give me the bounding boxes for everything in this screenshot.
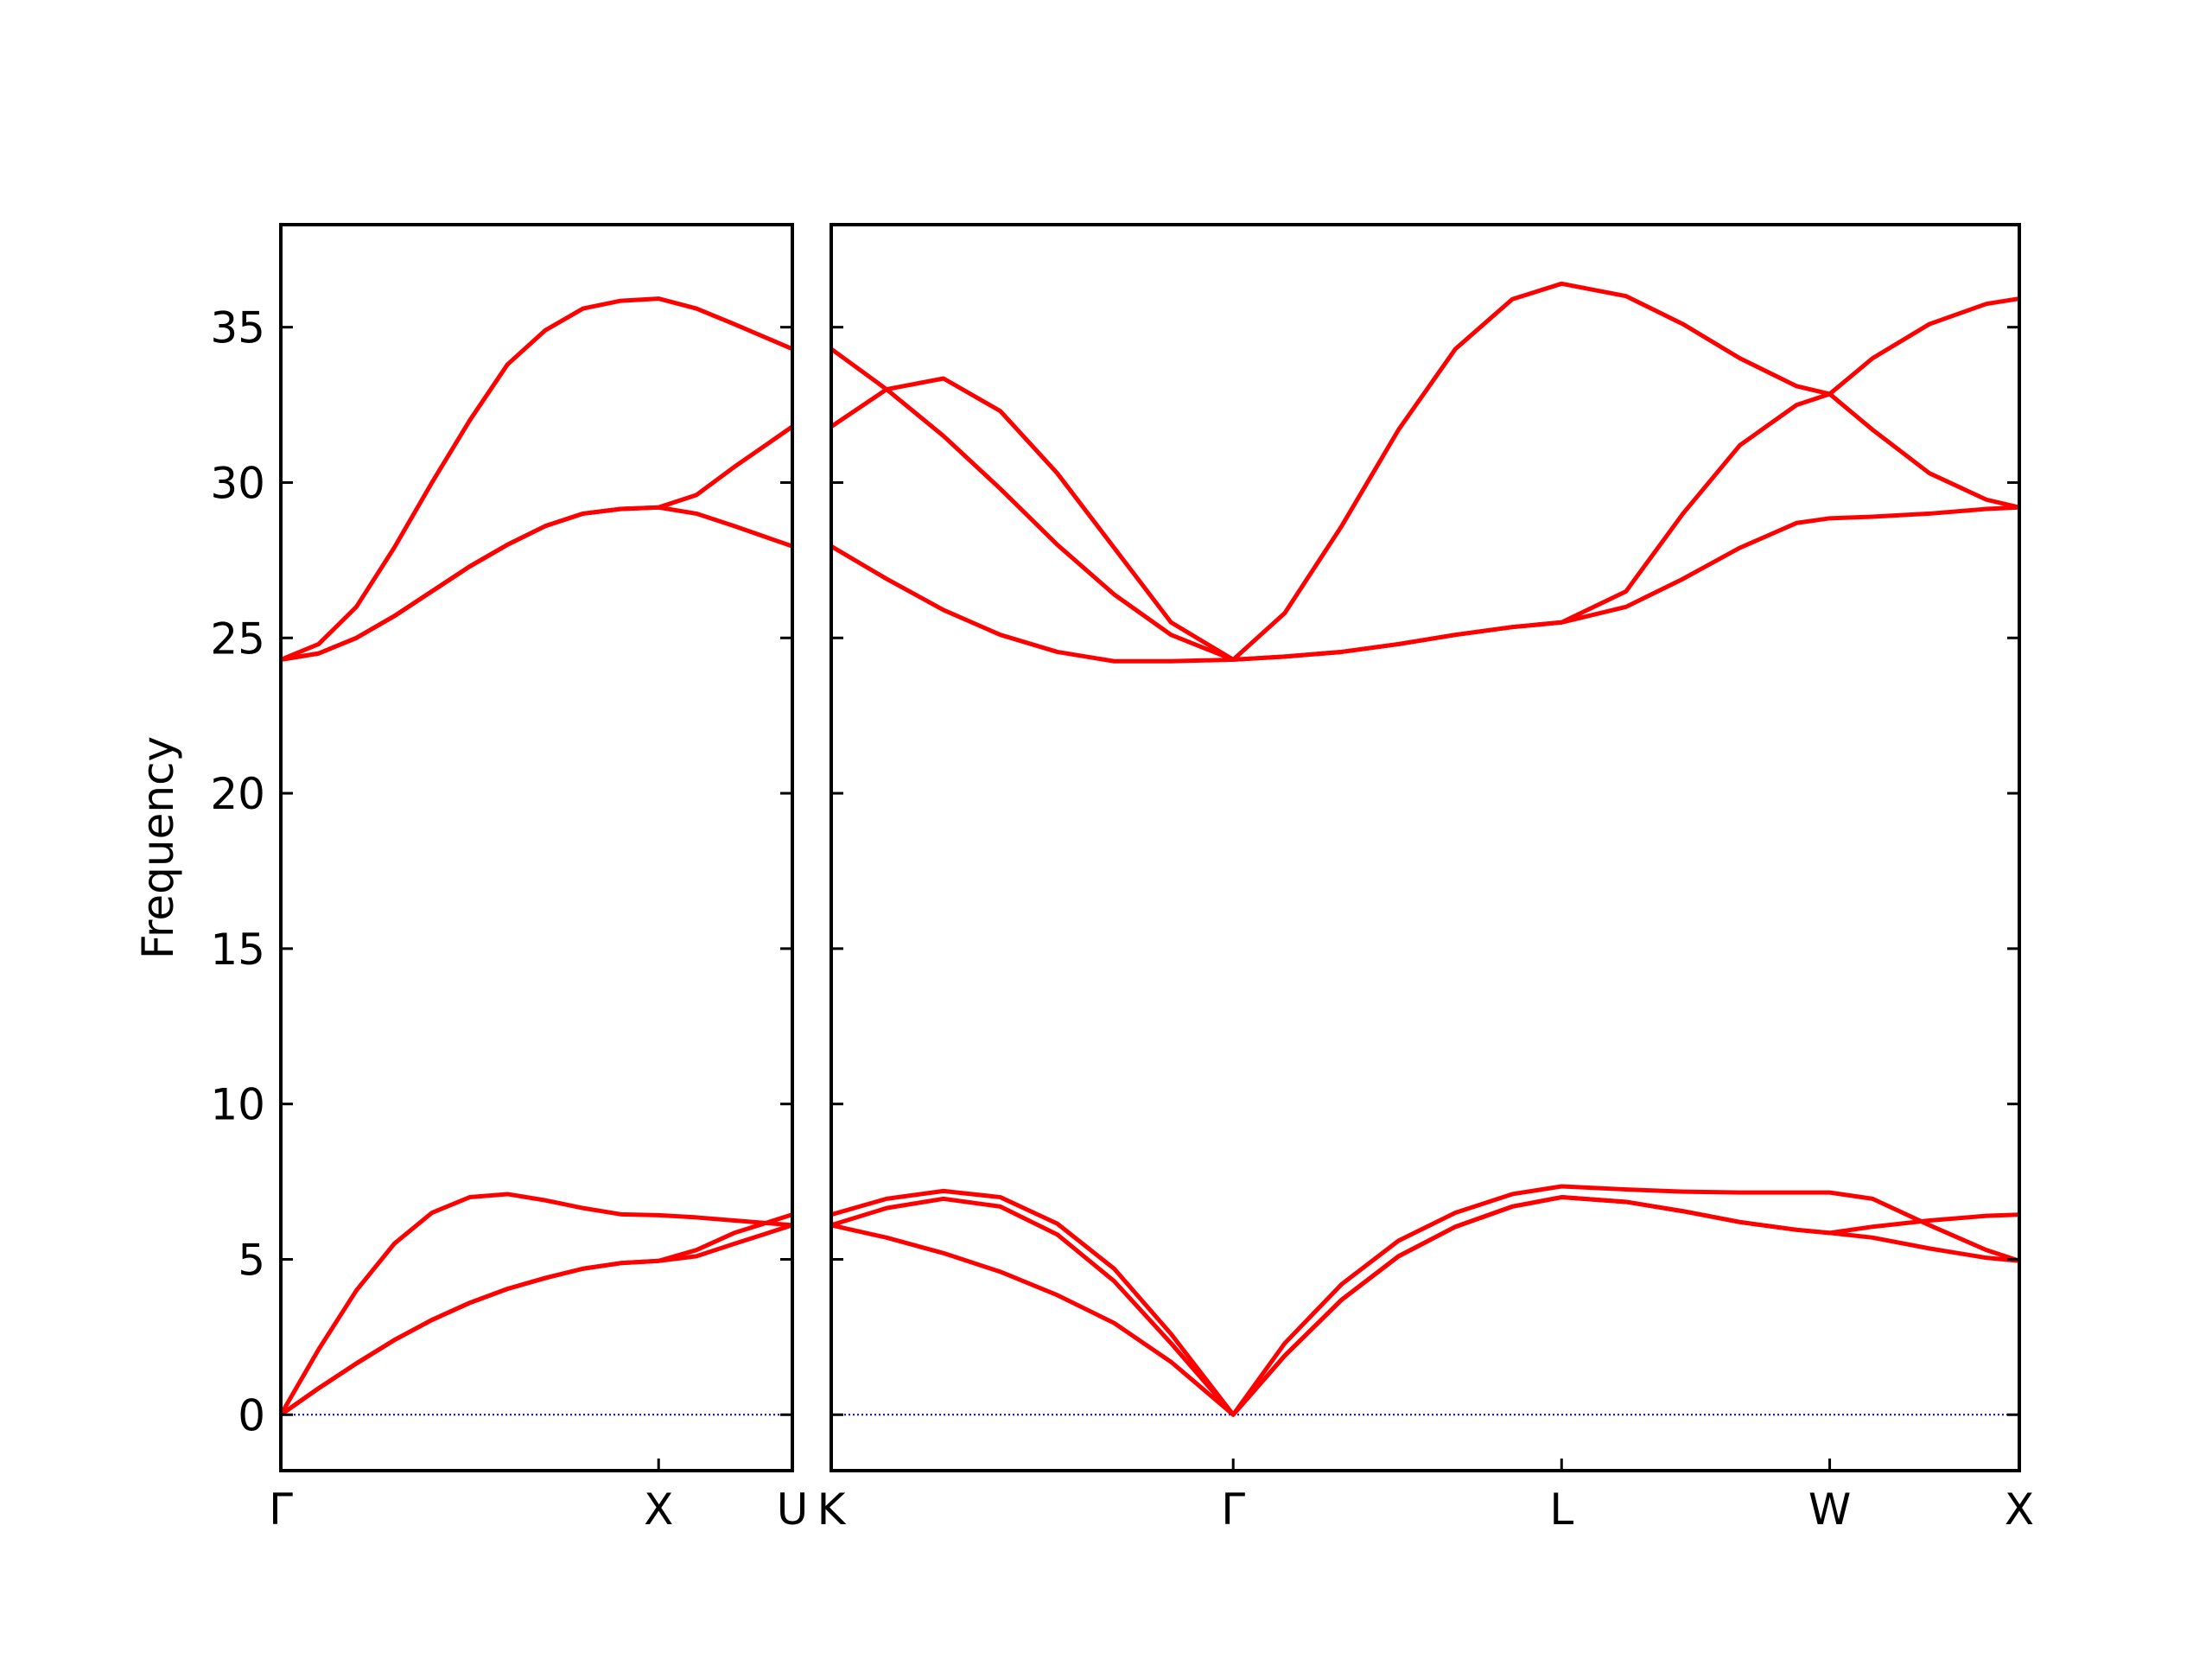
y-tick-label: 30 <box>210 458 265 508</box>
x-tick-label: X <box>644 1484 673 1535</box>
y-tick-label: 20 <box>210 769 265 819</box>
x-tick-label: Γ <box>1221 1484 1245 1535</box>
y-axis-label: Frequency <box>133 736 183 959</box>
x-tick-label: L <box>1549 1484 1573 1535</box>
band-line <box>281 1212 792 1417</box>
y-tick-label: 35 <box>210 303 265 353</box>
band-line <box>831 1195 2019 1417</box>
band-line <box>281 424 792 662</box>
plot-frame <box>830 223 2021 1472</box>
band-line <box>281 1223 792 1417</box>
x-tick-label: X <box>2005 1484 2034 1535</box>
band-line <box>831 281 2019 662</box>
y-tick-label: 10 <box>210 1080 265 1130</box>
band-line <box>281 1192 792 1416</box>
x-tick-label: Γ <box>269 1484 293 1535</box>
y-tick-label: 15 <box>210 925 265 975</box>
y-tick-label: 5 <box>238 1235 265 1285</box>
x-tick-label: W <box>1808 1484 1851 1535</box>
plot-frame <box>279 223 794 1472</box>
y-tick-label: 0 <box>238 1390 265 1440</box>
x-tick-label: K <box>817 1484 847 1535</box>
band-line <box>281 296 792 662</box>
band-line <box>831 376 2019 662</box>
y-tick-label: 25 <box>210 613 265 664</box>
x-tick-label: U <box>777 1484 809 1535</box>
band-line <box>831 1184 2019 1417</box>
